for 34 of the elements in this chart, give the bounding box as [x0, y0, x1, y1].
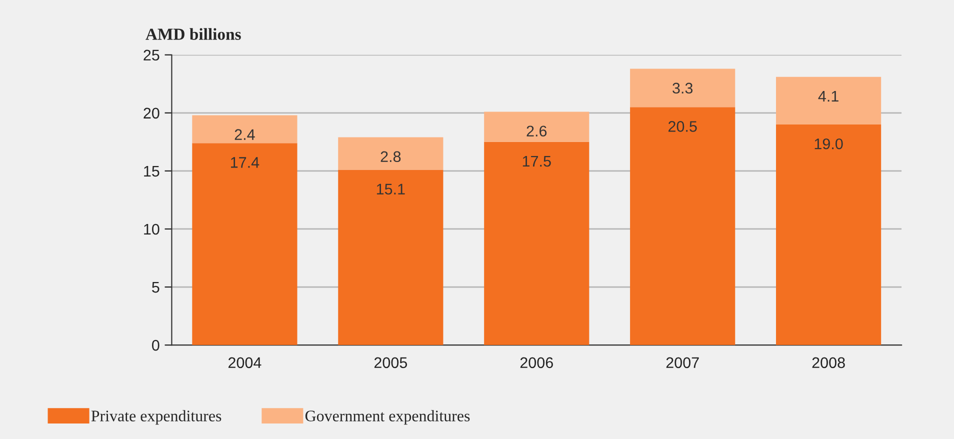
data-label: 2.8: [380, 151, 401, 162]
y-tick-label: 20: [144, 108, 160, 119]
data-label: 2.6: [526, 126, 547, 137]
data-label: 17.5: [522, 156, 551, 167]
bar: [192, 115, 298, 144]
bar: [776, 124, 882, 346]
y-tick-label: 5: [152, 282, 160, 293]
y-tick-label: 10: [144, 224, 160, 235]
bar: [776, 76, 882, 125]
legend-label: Private expenditures: [91, 410, 222, 425]
bar: [630, 68, 736, 108]
x-tick-label: 2008: [812, 357, 845, 368]
y-axis-title: AMD billions: [146, 28, 241, 40]
data-label: 17.4: [231, 157, 260, 168]
y-tick-label: 25: [144, 50, 160, 61]
bar: [338, 170, 444, 346]
data-label: 3.3: [672, 82, 693, 94]
x-tick-label: 2006: [520, 357, 553, 368]
data-label: 15.1: [376, 184, 405, 195]
data-label: 19.0: [814, 138, 843, 150]
bar: [630, 107, 736, 346]
x-tick-label: 2004: [228, 357, 262, 368]
bar: [484, 112, 590, 142]
bar: [484, 142, 590, 346]
data-label: 20.5: [668, 121, 697, 132]
y-tick-label: 15: [144, 166, 160, 177]
data-label: 2.4: [234, 129, 255, 140]
data-label: 4.1: [818, 91, 838, 102]
bar: [338, 137, 444, 170]
x-tick-label: 2007: [666, 357, 699, 368]
legend-label: Government expenditures: [305, 410, 470, 425]
x-tick-label: 2005: [374, 357, 408, 368]
bar: [192, 143, 298, 346]
y-tick-label: 0: [152, 340, 160, 351]
